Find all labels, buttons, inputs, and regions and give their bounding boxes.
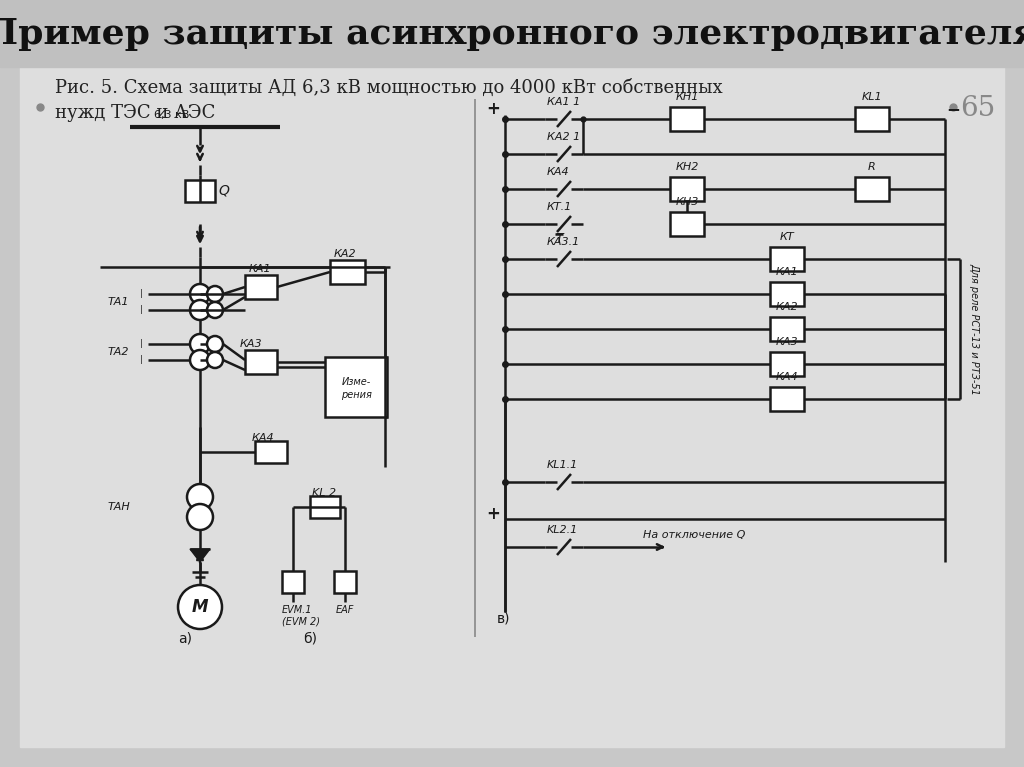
Text: КА3.1: КА3.1 (547, 237, 581, 247)
Text: КА1: КА1 (776, 267, 799, 277)
Text: |: | (140, 289, 143, 298)
Bar (0, 0, 1024, 67)
Text: (EVM 2): (EVM 2) (282, 617, 319, 627)
Text: ТАН: ТАН (108, 502, 131, 512)
Circle shape (187, 504, 213, 530)
Text: KL1: KL1 (861, 92, 883, 102)
Bar (245, 350, 278, 374)
Bar (310, 496, 340, 518)
Text: КА2 1: КА2 1 (547, 132, 581, 142)
Text: КА2: КА2 (334, 249, 356, 259)
Bar (670, 177, 705, 201)
Text: а): а) (178, 632, 193, 646)
Bar (325, 357, 387, 417)
Text: Изме-: Изме- (341, 377, 371, 387)
Circle shape (190, 300, 210, 320)
Circle shape (207, 302, 223, 318)
Text: Т: Т (555, 232, 563, 245)
Text: Для реле РСТ-13 и РТЗ-51: Для реле РСТ-13 и РТЗ-51 (969, 263, 979, 395)
Bar (185, 180, 215, 202)
Circle shape (190, 334, 210, 354)
Text: KL 2: KL 2 (312, 488, 336, 498)
Text: М: М (191, 598, 208, 616)
Bar (770, 352, 804, 376)
Text: KL1.1: KL1.1 (547, 460, 579, 470)
Bar (334, 571, 356, 593)
Text: КА2: КА2 (776, 302, 799, 312)
Text: R: R (868, 162, 876, 172)
Text: 65: 65 (961, 95, 995, 122)
Text: КА3: КА3 (240, 339, 262, 349)
Circle shape (190, 284, 210, 304)
Text: КН2: КН2 (675, 162, 698, 172)
Circle shape (207, 336, 223, 352)
Text: На отключение Q: На отключение Q (643, 530, 745, 540)
Circle shape (207, 352, 223, 368)
Text: ТА1: ТА1 (108, 297, 129, 307)
Bar (770, 247, 804, 271)
Bar (282, 571, 304, 593)
Bar (770, 282, 804, 306)
Text: KL2.1: KL2.1 (547, 525, 579, 535)
Text: −: − (946, 100, 959, 118)
Text: КА1: КА1 (249, 264, 271, 274)
Text: Q: Q (218, 184, 229, 198)
Text: КА3: КА3 (776, 337, 799, 347)
Text: КА1 1: КА1 1 (547, 97, 581, 107)
Text: |: | (140, 305, 143, 314)
Text: б): б) (303, 632, 317, 646)
Bar (330, 260, 365, 284)
Text: |: | (140, 355, 143, 364)
Circle shape (190, 350, 210, 370)
Text: ТА2: ТА2 (108, 347, 129, 357)
Bar (670, 212, 705, 236)
Circle shape (187, 484, 213, 510)
Bar (855, 107, 889, 131)
Circle shape (207, 286, 223, 302)
Text: КТ.1: КТ.1 (547, 202, 572, 212)
Bar (770, 387, 804, 411)
Text: +: + (486, 505, 500, 523)
Bar (855, 177, 889, 201)
Text: КН1: КН1 (675, 92, 698, 102)
Text: КА4: КА4 (776, 372, 799, 382)
Text: КН3: КН3 (675, 197, 698, 207)
Text: |: | (140, 340, 143, 348)
Text: +: + (486, 100, 500, 118)
Text: Рис. 5. Схема защиты АД 6,3 кВ мощностью до 4000 кВт собственных
нужд ТЭС и АЭС: Рис. 5. Схема защиты АД 6,3 кВ мощностью… (55, 79, 723, 122)
Bar (245, 275, 278, 299)
Circle shape (178, 585, 222, 629)
Polygon shape (190, 549, 210, 562)
Bar (255, 441, 287, 463)
Bar (770, 317, 804, 341)
Text: 6,3 кВ: 6,3 кВ (155, 110, 189, 120)
Text: Пример защиты асинхронного электродвигателя: Пример защиты асинхронного электродвигат… (0, 17, 1024, 51)
Bar (670, 107, 705, 131)
Text: EVM.1: EVM.1 (282, 605, 312, 615)
Text: КА4: КА4 (252, 433, 274, 443)
Text: КА4: КА4 (547, 167, 569, 177)
Text: КТ: КТ (779, 232, 795, 242)
Text: рения: рения (341, 390, 372, 400)
Text: в): в) (497, 612, 511, 626)
Text: EAF: EAF (336, 605, 354, 615)
